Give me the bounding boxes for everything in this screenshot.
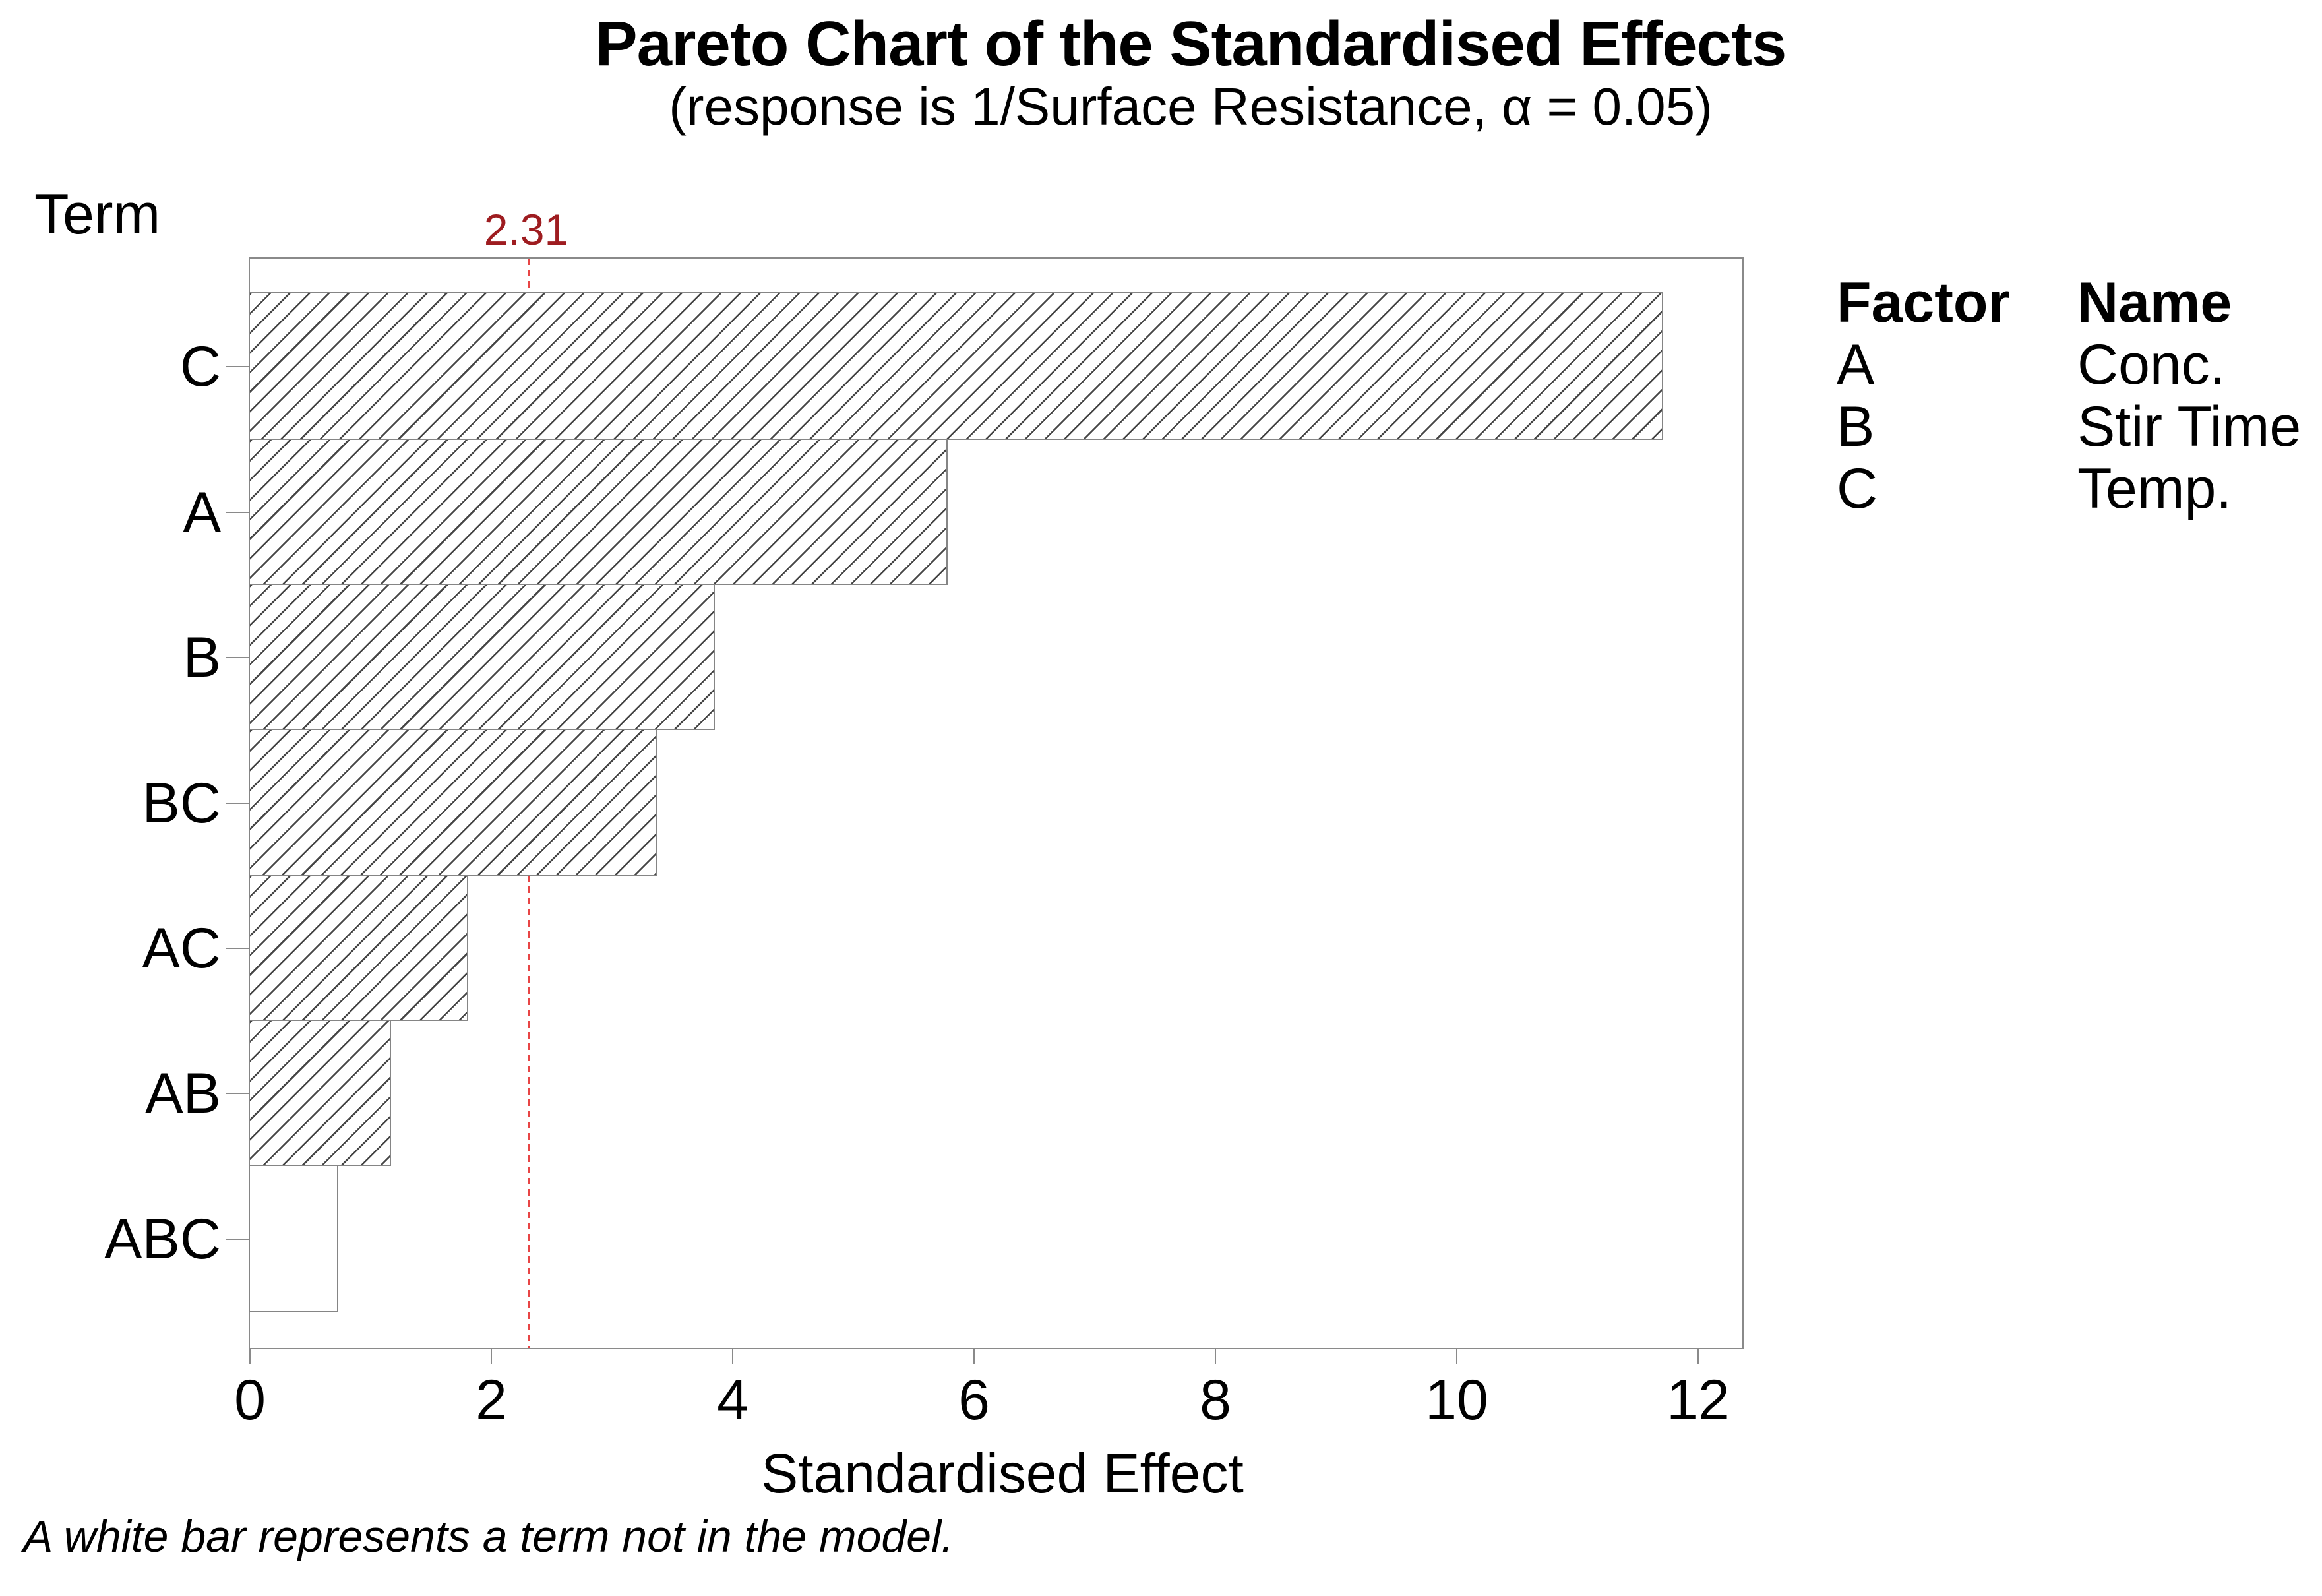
legend-factor-header: Factor bbox=[1837, 271, 2010, 334]
bar-B bbox=[249, 584, 715, 730]
legend-name-A: Conc. bbox=[2077, 333, 2226, 396]
x-tick-label-10: 10 bbox=[1425, 1368, 1488, 1432]
x-tick-6 bbox=[973, 1349, 975, 1364]
y-label-BC: BC bbox=[142, 772, 221, 835]
chart-subtitle: (response is 1/Surface Resistance, α = 0… bbox=[669, 77, 1713, 136]
x-tick-label-0: 0 bbox=[234, 1368, 266, 1432]
x-tick-label-8: 8 bbox=[1200, 1368, 1231, 1432]
x-tick-4 bbox=[732, 1349, 733, 1364]
bar-AC bbox=[249, 875, 468, 1021]
y-tick-AC bbox=[226, 948, 249, 949]
x-tick-12 bbox=[1697, 1349, 1699, 1364]
y-label-B: B bbox=[183, 626, 221, 689]
bar-A bbox=[249, 439, 948, 585]
x-tick-label-12: 12 bbox=[1666, 1368, 1730, 1432]
y-tick-A bbox=[226, 512, 249, 513]
x-tick-label-2: 2 bbox=[475, 1368, 507, 1432]
y-tick-ABC bbox=[226, 1239, 249, 1240]
legend-factor-C: C bbox=[1837, 457, 1878, 520]
x-tick-label-6: 6 bbox=[958, 1368, 990, 1432]
y-label-AB: AB bbox=[145, 1062, 221, 1125]
x-tick-label-4: 4 bbox=[717, 1368, 749, 1432]
y-label-A: A bbox=[183, 481, 221, 544]
y-label-ABC: ABC bbox=[104, 1208, 221, 1271]
bar-C bbox=[249, 292, 1663, 440]
reference-line-label: 2.31 bbox=[483, 205, 569, 254]
legend-name-header: Name bbox=[2077, 271, 2232, 334]
legend-name-column: Name Conc. Stir Time Temp. bbox=[2077, 272, 2301, 520]
legend-factor-A: A bbox=[1837, 333, 1875, 396]
legend-name-B: Stir Time bbox=[2077, 395, 2302, 458]
bar-BC bbox=[249, 729, 657, 876]
bar-ABC bbox=[249, 1165, 338, 1312]
x-tick-0 bbox=[249, 1349, 251, 1364]
bar-AB bbox=[249, 1020, 391, 1166]
footnote: A white bar represents a term not in the… bbox=[23, 1512, 954, 1562]
y-tick-AB bbox=[226, 1093, 249, 1094]
y-tick-BC bbox=[226, 803, 249, 804]
legend-factor-B: B bbox=[1837, 395, 1875, 458]
chart-title: Pareto Chart of the Standardised Effects bbox=[595, 9, 1787, 79]
y-label-C: C bbox=[179, 335, 221, 398]
x-tick-8 bbox=[1215, 1349, 1216, 1364]
y-tick-B bbox=[226, 657, 249, 658]
x-axis-title: Standardised Effect bbox=[761, 1442, 1244, 1504]
y-tick-C bbox=[226, 366, 249, 367]
x-tick-2 bbox=[491, 1349, 492, 1364]
y-axis-header: Term bbox=[34, 183, 161, 246]
legend-name-C: Temp. bbox=[2077, 457, 2232, 520]
plot-area bbox=[249, 257, 1744, 1349]
y-label-AC: AC bbox=[142, 917, 221, 980]
x-tick-10 bbox=[1456, 1349, 1457, 1364]
